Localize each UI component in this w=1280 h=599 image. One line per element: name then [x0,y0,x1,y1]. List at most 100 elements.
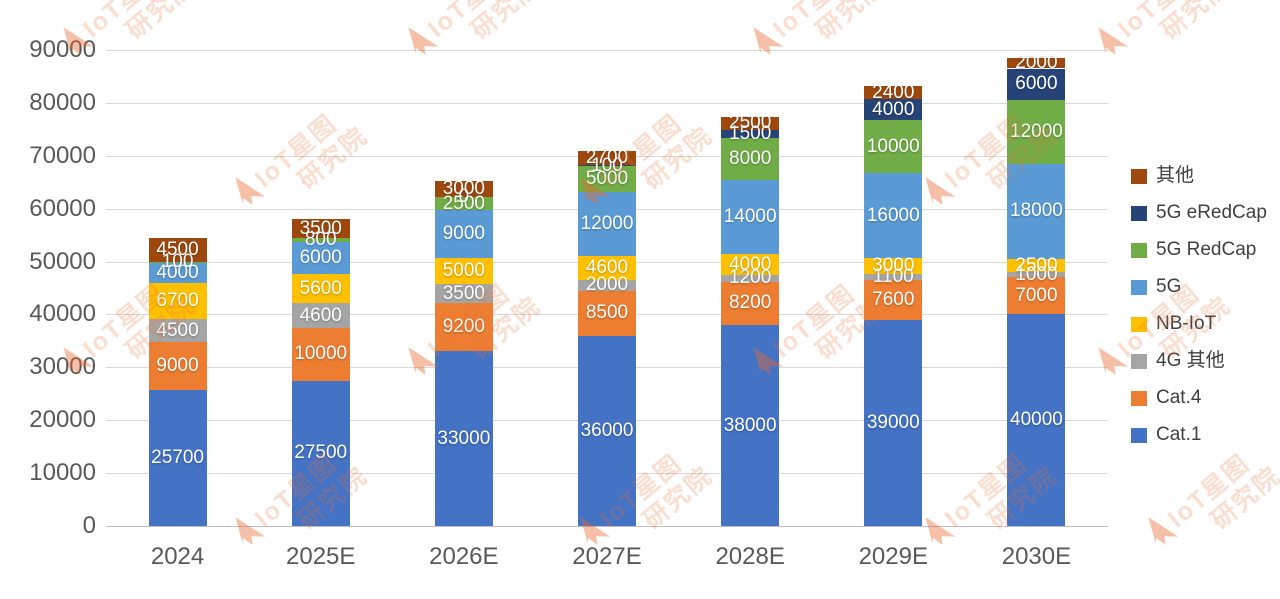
aiot-logo-arrow-icon [400,340,439,381]
bar-segment [1007,57,1066,69]
y-axis-tick-label: 20000 [29,406,96,434]
bar-segment [434,257,493,285]
legend-item: NB-IoT [1131,314,1267,334]
y-axis-tick-label: 40000 [29,300,96,328]
legend-item: 5G eRedCap [1131,203,1267,223]
legend-swatch [1131,205,1147,221]
aiot-logo-arrow-icon [1090,20,1129,61]
data-label: 2700 [585,147,629,169]
bar-segment [721,116,780,130]
bar-segment [291,380,350,526]
data-label: 2500 [442,192,485,214]
data-label: 9000 [156,355,199,377]
bar-segment [1007,100,1066,164]
y-axis-tick-label: 90000 [29,36,96,63]
data-label: 100 [591,154,623,176]
watermark-text: IoT星图 [1162,449,1256,534]
brand-watermark: IoT星图 研究院 [227,63,413,233]
legend-label: Cat.1 [1156,424,1202,445]
data-label: 6000 [299,246,342,268]
bar-segment [291,237,350,242]
x-axis-category-label: 2029E [858,543,928,570]
bar-segment [291,303,350,328]
bar-segment [148,318,207,343]
data-label: 16000 [866,204,920,226]
data-label: 5000 [585,168,629,190]
legend-label: 其他 [1156,165,1195,186]
data-label: 36000 [580,419,634,441]
data-label: 2500 [1015,254,1058,276]
chart-legend: 其他 5G eRedCap 5G RedCap 5G NB-IoT 4G 其他 Cat.4 C… [1131,166,1267,445]
bar-segment [578,335,636,526]
legend-item: Cat.4 [1131,388,1267,408]
data-label: 4600 [585,256,629,278]
x-axis-category-label: 2024 [150,543,205,570]
data-label: 12000 [1010,120,1063,142]
y-axis-tick-label: 10000 [29,459,96,487]
bar-segment [148,237,207,262]
data-label: 3000 [442,178,485,200]
data-label: 39000 [866,411,920,433]
watermark-line1: IoT星图 [1090,0,1257,61]
aiot-logo-arrow-icon [1090,340,1129,381]
data-label: 1000 [1015,263,1058,285]
data-label: 3500 [299,217,342,239]
bar-segment [578,165,636,166]
y-axis-tick-label: 0 [82,512,96,539]
data-label: 6700 [156,289,199,311]
data-label: 33000 [437,427,491,449]
data-label: 18000 [1010,200,1063,222]
data-label: 9200 [442,316,485,338]
brand-watermark: IoT星图 研究院 [1090,0,1276,83]
y-axis-tick-label: 30000 [29,353,96,381]
watermark-text: 研究院 [810,0,892,45]
legend-swatch [1131,390,1147,406]
data-label: 14000 [723,206,777,228]
data-label: 40000 [1010,409,1063,431]
data-label: 12000 [580,213,634,234]
legend-label: 5G [1156,276,1182,297]
legend-label: 4G 其他 [1156,350,1225,371]
gridline [106,102,1108,104]
bar-segment [291,219,350,238]
data-label: 1200 [729,267,772,289]
legend-swatch [1131,316,1147,332]
legend-label: Cat.4 [1156,387,1202,408]
bar-segment [864,86,923,100]
aiot-logo-arrow-icon [400,20,439,61]
data-label: 5600 [299,277,342,299]
data-label: 0 [458,186,470,208]
y-axis-tick-label: 50000 [29,247,96,275]
data-label: 2500 [729,112,772,134]
legend-swatch [1131,353,1147,369]
watermark-text: 研究院 [1155,0,1237,45]
bar-segment [864,273,923,280]
bar-segment [864,173,923,258]
legend-item: Cat.1 [1131,425,1267,445]
data-label: 100 [161,250,194,272]
data-label: 4500 [156,319,199,341]
bar-segment [578,255,636,281]
bar-segment [434,302,493,352]
aiot-logo-arrow-icon [1140,510,1179,551]
bar-segment [864,120,923,174]
watermark-text: IoT星图 [249,109,343,194]
data-label: 27500 [294,442,348,464]
bar-segment [721,180,780,255]
data-label: 4000 [729,253,772,275]
data-label: 4000 [872,98,915,120]
bar-segment [578,290,636,336]
bar-segment [1007,314,1066,526]
data-label: 4600 [299,304,342,326]
bar-segment [721,275,780,282]
watermark-text: 研究院 [465,0,547,45]
legend-item: 5G RedCap [1131,240,1267,260]
watermark-text: IoT星图 [767,0,861,44]
bar-segment [291,273,350,304]
bar-segment [721,129,780,138]
bar-segment [1007,277,1066,315]
watermark-text: 研究院 [292,121,374,195]
bar-segment [864,99,923,121]
data-label: 10000 [294,343,348,365]
watermark-text: IoT星图 [422,0,516,44]
